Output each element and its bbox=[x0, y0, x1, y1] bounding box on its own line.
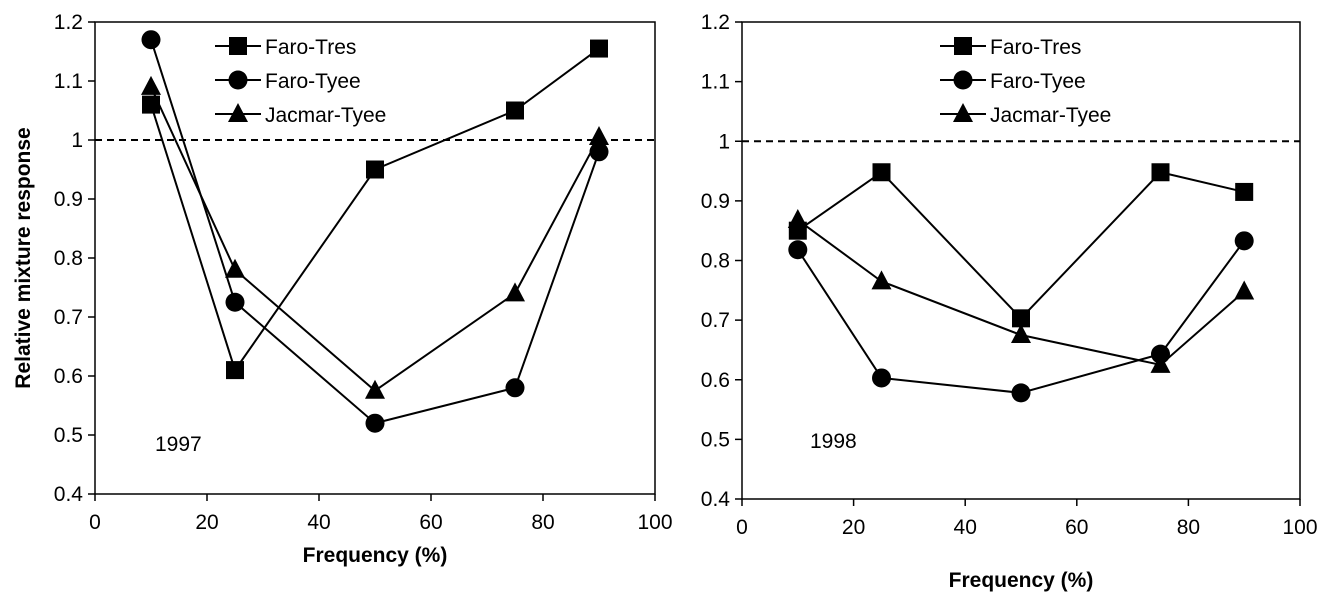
data-point-faro-tres bbox=[226, 361, 244, 380]
data-point-jacmar-tyee bbox=[505, 282, 525, 302]
y-tick-label: 0.6 bbox=[54, 365, 83, 388]
data-point-faro-tyee bbox=[872, 368, 891, 388]
legend-label: Jacmar-Tyee bbox=[265, 104, 386, 127]
legend-marker bbox=[953, 103, 973, 122]
y-tick-label: 1 bbox=[71, 129, 83, 152]
x-tick-label: 80 bbox=[531, 511, 554, 534]
legend-marker bbox=[953, 70, 973, 90]
x-tick-label: 60 bbox=[419, 511, 442, 534]
y-tick-label: 1.2 bbox=[54, 11, 83, 34]
series-line-jacmar-tyee bbox=[150, 86, 600, 393]
data-point-faro-tyee bbox=[788, 240, 808, 260]
y-tick-label: 1.1 bbox=[54, 70, 83, 93]
legend-label: Faro-Tyee bbox=[265, 70, 361, 93]
data-point-faro-tyee bbox=[1234, 231, 1254, 251]
x-tick-label: 60 bbox=[1065, 516, 1088, 539]
data-point-faro-tres bbox=[366, 160, 384, 179]
x-tick-label: 20 bbox=[195, 511, 218, 534]
y-tick-label: 1 bbox=[718, 130, 730, 153]
y-tick-label: 0.6 bbox=[701, 369, 730, 392]
legend-marker bbox=[954, 37, 972, 55]
data-point-jacmar-tyee bbox=[871, 270, 892, 290]
legend-label: Jacmar-Tyee bbox=[990, 104, 1111, 127]
series-line-jacmar-tyee bbox=[797, 219, 1245, 366]
data-point-faro-tyee bbox=[365, 413, 385, 433]
data-point-jacmar-tyee bbox=[225, 258, 245, 278]
chart-panel-1998: 0.4 0.5 0.6 0.7 0.8 0.9 1 1.1 1.2 0 20 40 60 80 100 Fre… bbox=[701, 11, 1318, 592]
y-tick-label: 0.7 bbox=[54, 306, 83, 329]
year-annotation: 1997 bbox=[155, 433, 202, 456]
y-tick-label: 0.9 bbox=[701, 190, 730, 213]
data-point-faro-tyee bbox=[225, 292, 245, 312]
data-point-jacmar-tyee bbox=[787, 208, 808, 228]
data-point-jacmar-tyee bbox=[1011, 324, 1031, 344]
y-tick-label: 0.9 bbox=[54, 188, 83, 211]
x-tick-label: 0 bbox=[736, 516, 748, 539]
data-point-faro-tyee bbox=[1011, 383, 1031, 403]
data-point-jacmar-tyee bbox=[365, 379, 385, 399]
x-axis-title: Frequency (%) bbox=[303, 544, 448, 567]
legend-label: Faro-Tres bbox=[990, 36, 1081, 59]
y-tick-label: 1.2 bbox=[701, 11, 730, 34]
data-point-faro-tres bbox=[1235, 182, 1254, 201]
data-point-jacmar-tyee bbox=[1234, 280, 1255, 300]
plot-frame bbox=[741, 21, 1301, 500]
x-tick-label: 80 bbox=[1177, 516, 1200, 539]
series-line-faro-tres bbox=[150, 47, 600, 373]
y-tick-label: 0.5 bbox=[54, 424, 83, 447]
chart-panel-1997: 0.4 0.5 0.6 0.7 0.8 0.9 1 1.1 1.2 0 20 40 60 80 100 Fre… bbox=[12, 11, 673, 567]
legend-label: Faro-Tyee bbox=[990, 70, 1086, 93]
y-tick-label: 0.8 bbox=[701, 250, 730, 273]
x-tick-label: 40 bbox=[307, 511, 330, 534]
data-point-faro-tres bbox=[1151, 163, 1170, 182]
x-tick-label: 100 bbox=[637, 511, 672, 534]
y-axis-title: Relative mixture response bbox=[12, 127, 35, 388]
data-point-faro-tres bbox=[506, 101, 524, 120]
data-point-jacmar-tyee bbox=[141, 75, 161, 95]
legend-marker bbox=[229, 37, 247, 55]
y-tick-label: 0.4 bbox=[54, 483, 84, 506]
year-annotation: 1998 bbox=[810, 430, 857, 453]
x-tick-label: 100 bbox=[1282, 516, 1317, 539]
x-tick-label: 20 bbox=[842, 516, 865, 539]
data-point-faro-tres bbox=[872, 163, 891, 182]
data-point-faro-tyee bbox=[505, 378, 525, 398]
x-tick-label: 40 bbox=[954, 516, 977, 539]
data-point-faro-tres bbox=[590, 39, 608, 58]
y-tick-label: 0.7 bbox=[701, 309, 730, 332]
y-tick-label: 0.8 bbox=[54, 247, 83, 270]
legend-marker bbox=[228, 103, 248, 122]
data-point-faro-tyee bbox=[589, 142, 609, 162]
y-tick-label: 0.4 bbox=[701, 488, 731, 511]
y-tick-label: 1.1 bbox=[701, 71, 730, 94]
x-tick-label: 0 bbox=[89, 511, 101, 534]
legend-marker bbox=[228, 70, 248, 90]
data-point-faro-tyee bbox=[141, 30, 161, 50]
legend-label: Faro-Tres bbox=[265, 36, 356, 59]
data-point-jacmar-tyee bbox=[589, 126, 609, 146]
x-axis-title: Frequency (%) bbox=[949, 569, 1094, 592]
data-point-jacmar-tyee bbox=[1150, 353, 1171, 373]
data-point-faro-tres bbox=[1012, 309, 1030, 328]
series-line-faro-tres bbox=[797, 170, 1245, 320]
data-point-faro-tres bbox=[142, 95, 160, 114]
y-tick-label: 0.5 bbox=[701, 428, 730, 451]
